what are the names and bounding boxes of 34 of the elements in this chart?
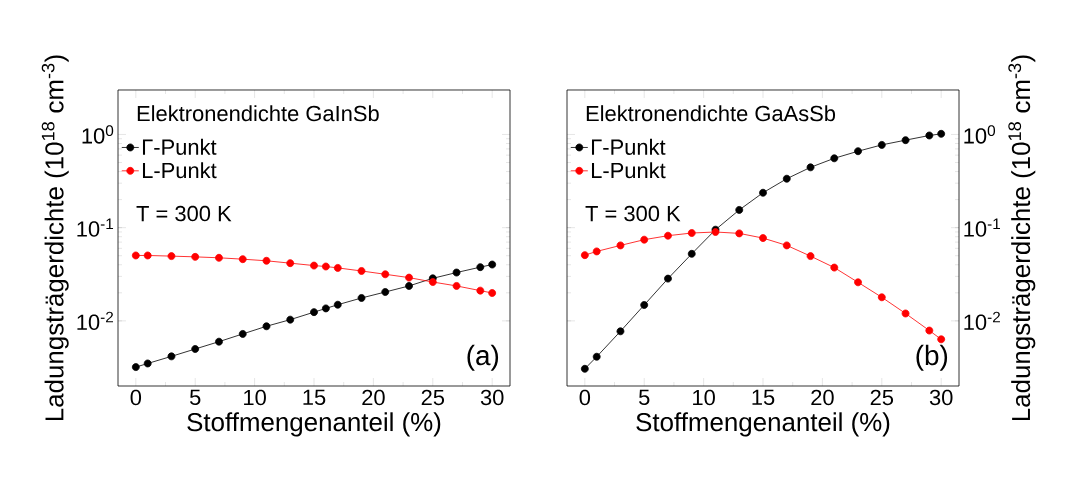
annotation: T = 300 K bbox=[136, 205, 232, 222]
x-tick-label: 30 bbox=[929, 389, 953, 406]
x-axis-title: Stoffmengenanteil (%) bbox=[187, 412, 441, 437]
x-tick-label: 20 bbox=[362, 389, 385, 406]
x-tick-label: 10 bbox=[693, 389, 715, 406]
y-tick-label: 10$^{-2}$ bbox=[964, 311, 1000, 331]
y-tick-label: 10$^{0}$ bbox=[82, 125, 114, 144]
x-tick-label: 0 bbox=[579, 389, 591, 406]
x-tick-label: 25 bbox=[870, 389, 894, 406]
x-tick-label: 25 bbox=[421, 389, 445, 406]
y-axis-title: Ladungsträgerdichte (10$^{18}$ cm$^{-3}$) bbox=[41, 55, 69, 421]
x-axis-title: Stoffmengenanteil (%) bbox=[636, 412, 890, 437]
x-tick-label: 5 bbox=[639, 389, 650, 406]
x-tick-label: 10 bbox=[244, 389, 266, 406]
y-tick-label: 10$^{-1}$ bbox=[77, 218, 114, 237]
x-tick-label: 15 bbox=[752, 389, 775, 406]
annotation: (b) bbox=[916, 344, 948, 371]
legend-label: Γ-Punkt bbox=[142, 138, 217, 155]
x-tick-label: 15 bbox=[303, 389, 326, 406]
x-tick-label: 20 bbox=[811, 389, 834, 406]
legend-title: Elektronendichte GaInSb bbox=[137, 105, 379, 122]
y-tick-label: 10$^{0}$ bbox=[964, 125, 996, 144]
legend-title: Elektronendichte GaAsSb bbox=[586, 105, 836, 122]
x-tick-label: 5 bbox=[189, 389, 201, 406]
annotation: T = 300 K bbox=[585, 205, 681, 222]
annotation: (a) bbox=[467, 344, 499, 371]
legend-label: L-Punkt bbox=[591, 162, 666, 179]
y-tick-label: 10$^{-2}$ bbox=[77, 311, 114, 331]
y-tick-label: 10$^{-1}$ bbox=[964, 218, 1000, 237]
y-axis-title: Ladungsträgerdichte (10$^{18}$ cm$^{-3}$) bbox=[1008, 55, 1036, 421]
legend-label: Γ-Punkt bbox=[591, 138, 666, 155]
x-tick-label: 30 bbox=[480, 389, 504, 406]
legend-label: L-Punkt bbox=[142, 162, 217, 179]
x-tick-label: 0 bbox=[130, 389, 142, 406]
